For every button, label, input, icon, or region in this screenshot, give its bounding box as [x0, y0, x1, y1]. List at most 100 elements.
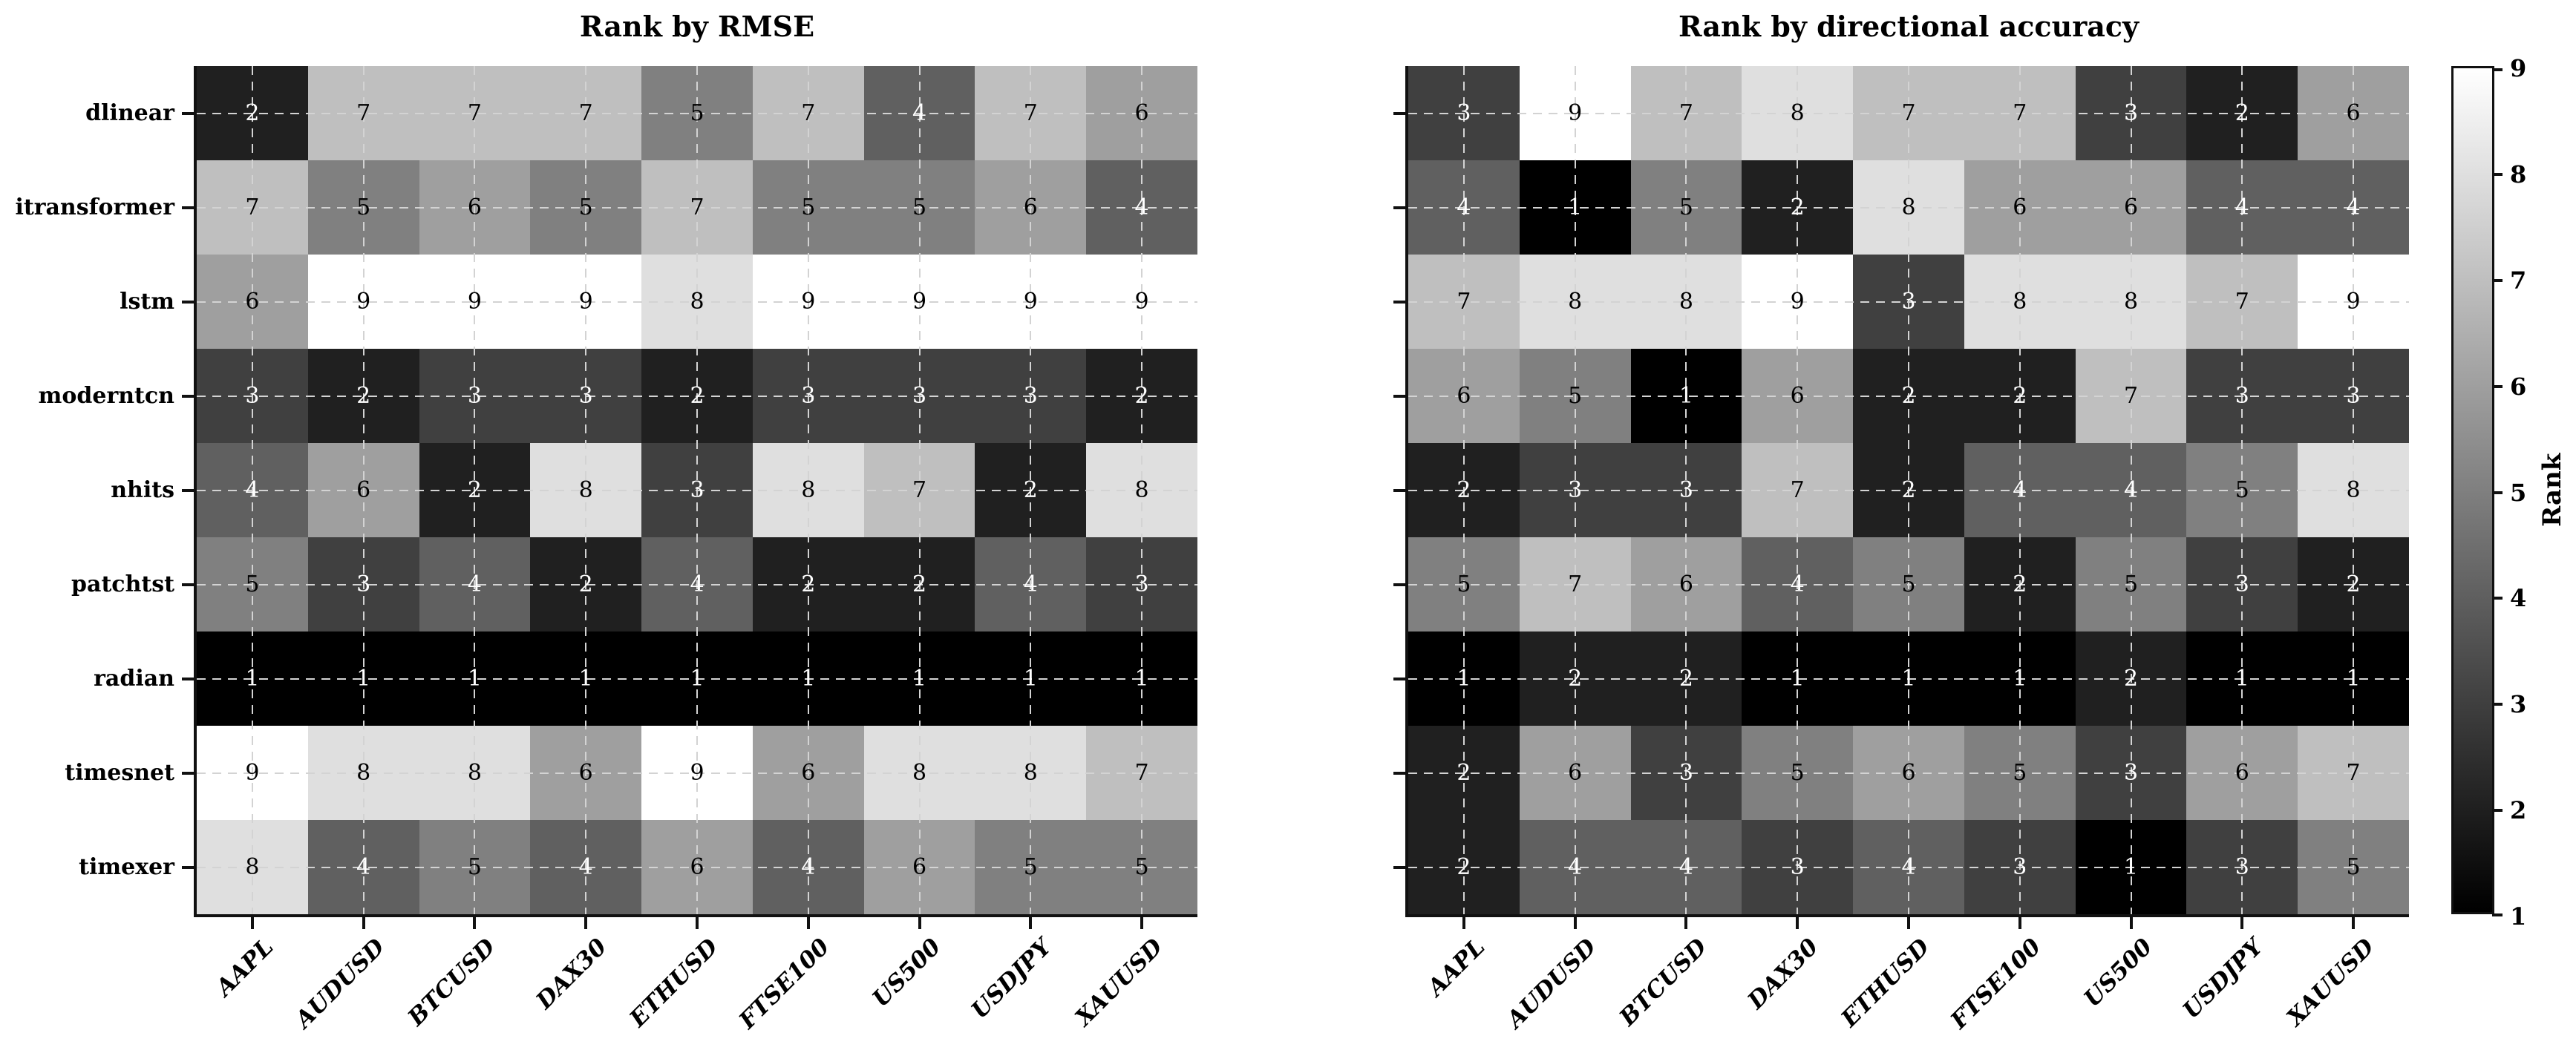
heatmap-cell-dlinear-DAX30: 8	[1742, 66, 1854, 160]
y-tick	[182, 865, 194, 869]
y-tick	[182, 771, 194, 775]
heatmap-cell-itransformer-AAPL: 7	[197, 160, 308, 255]
x-tick-label-USDJPY: USDJPY	[966, 934, 1057, 1024]
heatmap-cell-nhits-US500: 7	[863, 443, 975, 537]
cell-value: 6	[245, 288, 260, 315]
heatmap-cell-dlinear-FTSE100: 7	[752, 66, 864, 160]
cell-value: 4	[801, 853, 816, 880]
cell-value: 8	[1790, 99, 1805, 126]
cell-value: 5	[2013, 759, 2027, 786]
heatmap-cell-lstm-BTCUSD: 9	[419, 255, 531, 349]
cell-value: 4	[467, 571, 482, 597]
cell-value: 7	[912, 476, 927, 503]
heatmap-cell-dlinear-ETHUSD: 7	[1853, 66, 1964, 160]
cell-value: 6	[1790, 382, 1805, 409]
y-tick-label-timesnet: timesnet	[65, 759, 174, 786]
cell-value: 3	[1790, 853, 1805, 880]
cell-value: 7	[2124, 382, 2139, 409]
heatmap-cell-timexer-ETHUSD: 4	[1853, 820, 1964, 914]
heatmap-cell-timesnet-FTSE100: 6	[752, 726, 864, 820]
heatmap-rank-by-directional-accuracy: Rank by directional accuracy 3 9 7 8 7 7 3 2 6 4 1…	[1393, 10, 2409, 1034]
heatmap-cell-patchtst-ETHUSD: 5	[1853, 537, 1964, 632]
heatmap-cell-timesnet-XAUUSD: 7	[2298, 726, 2409, 820]
heatmap-cell-itransformer-USDJPY: 4	[2186, 160, 2298, 255]
colorbar-tick-label-7: 7	[2510, 266, 2527, 295]
y-tick	[182, 111, 194, 115]
heatmap-cell-moderntcn-DAX30: 3	[530, 349, 642, 443]
cell-value: 3	[2235, 382, 2249, 409]
cell-value: 6	[356, 476, 371, 503]
heatmap-cell-nhits-US500: 4	[2075, 443, 2187, 537]
cell-value: 3	[578, 382, 593, 409]
heatmap-cell-itransformer-BTCUSD: 5	[1630, 160, 1742, 255]
cell-value: 1	[1678, 382, 1693, 409]
x-tick	[1907, 917, 1910, 929]
cell-value: 6	[912, 853, 927, 880]
cell-value: 6	[1023, 194, 1038, 220]
heatmap-cell-timesnet-US500: 3	[2075, 726, 2187, 820]
x-tick	[250, 917, 254, 929]
cell-value: 8	[912, 759, 927, 786]
cell-value: 4	[2124, 476, 2139, 503]
cell-value: 5	[578, 194, 593, 220]
heatmap-cell-dlinear-FTSE100: 7	[1964, 66, 2076, 160]
cell-value: 6	[1568, 759, 1583, 786]
heatmap-cell-itransformer-US500: 5	[863, 160, 975, 255]
heatmap-cell-lstm-BTCUSD: 8	[1630, 255, 1742, 349]
y-tick	[182, 394, 194, 398]
colorbar-tick	[2492, 913, 2503, 916]
heatmap-cell-nhits-ETHUSD: 2	[1853, 443, 1964, 537]
y-tick	[182, 488, 194, 492]
cell-value: 2	[1678, 665, 1693, 692]
heatmap-cells-directional-accuracy: 3 9 7 8 7 7 3 2 6 4 1 5 2 8 6 6 4 4 7 8 8 9 3 8 8 7 9 6 5 1 6 2 2 7 3 3 2 3 3 7…	[1408, 66, 2409, 914]
heatmap-cell-moderntcn-BTCUSD: 1	[1630, 349, 1742, 443]
cell-value: 4	[690, 571, 705, 597]
y-tick-label-timexer: timexer	[79, 853, 174, 880]
heatmap-cell-radian-ETHUSD: 1	[641, 632, 753, 726]
heatmap-cell-patchtst-USDJPY: 3	[2186, 537, 2298, 632]
cell-value: 2	[1134, 382, 1149, 409]
x-tick	[2240, 917, 2244, 929]
heatmap-cell-patchtst-AUDUSD: 7	[1519, 537, 1631, 632]
cell-value: 4	[1134, 194, 1149, 220]
cell-value: 1	[2235, 665, 2249, 692]
cell-value: 9	[1790, 288, 1805, 315]
x-tick	[1573, 917, 1577, 929]
heatmap-cell-timesnet-AAPL: 2	[1408, 726, 1520, 820]
heatmap-cell-patchtst-AAPL: 5	[197, 537, 308, 632]
y-tick-label-dlinear: dlinear	[85, 99, 174, 126]
cell-value: 7	[1678, 99, 1693, 126]
colorbar-tick	[2492, 597, 2503, 600]
heatmap-cell-moderntcn-AUDUSD: 2	[307, 349, 419, 443]
heatmap-cell-radian-XAUUSD: 1	[1086, 632, 1197, 726]
y-tick	[1393, 488, 1405, 492]
heatmap-cell-lstm-AAPL: 7	[1408, 255, 1520, 349]
heatmap-cell-nhits-AAPL: 2	[1408, 443, 1520, 537]
x-tick-label-USDJPY: USDJPY	[2177, 934, 2269, 1024]
cell-value: 4	[2235, 194, 2249, 220]
heatmap-cells-rmse: 2 7 7 7 5 7 4 7 6 7 5 6 5 7 5 5 6 4 6 9 9 9 8 9 9 9 9 3 2 3 3 2 3 3 3 2 4 6 2 8…	[197, 66, 1197, 914]
heatmap-rank-by-rmse: Rank by RMSE 2 7 7 7 5 7 4 7 6 7 5 6 5 7 5 5 6 4 6 9 9 9 8 9 9 9 9…	[15, 10, 1197, 1034]
cell-value: 5	[912, 194, 927, 220]
heatmap-cell-radian-US500: 1	[863, 632, 975, 726]
heatmap-cell-moderntcn-ETHUSD: 2	[641, 349, 753, 443]
cell-value: 5	[1023, 853, 1038, 880]
heatmap-cell-timexer-DAX30: 4	[530, 820, 642, 914]
heatmap-cell-timesnet-ETHUSD: 6	[1853, 726, 1964, 820]
heatmap-cell-itransformer-DAX30: 2	[1742, 160, 1854, 255]
cell-value: 1	[1901, 665, 1916, 692]
cell-value: 1	[356, 665, 371, 692]
cell-value: 7	[1901, 99, 1916, 126]
heatmap-cell-itransformer-XAUUSD: 4	[1086, 160, 1197, 255]
cell-value: 7	[690, 194, 705, 220]
heatmap-cell-nhits-USDJPY: 5	[2186, 443, 2298, 537]
cell-value: 6	[1457, 382, 1471, 409]
heatmap-cell-lstm-USDJPY: 7	[2186, 255, 2298, 349]
heatmap-cell-dlinear-AAPL: 3	[1408, 66, 1520, 160]
heatmap-cell-lstm-DAX30: 9	[530, 255, 642, 349]
heatmap-cell-timexer-ETHUSD: 6	[641, 820, 753, 914]
cell-value: 3	[2346, 382, 2361, 409]
x-tick-label-BTCUSD: BTCUSD	[403, 934, 501, 1031]
heatmap-cell-timesnet-DAX30: 5	[1742, 726, 1854, 820]
